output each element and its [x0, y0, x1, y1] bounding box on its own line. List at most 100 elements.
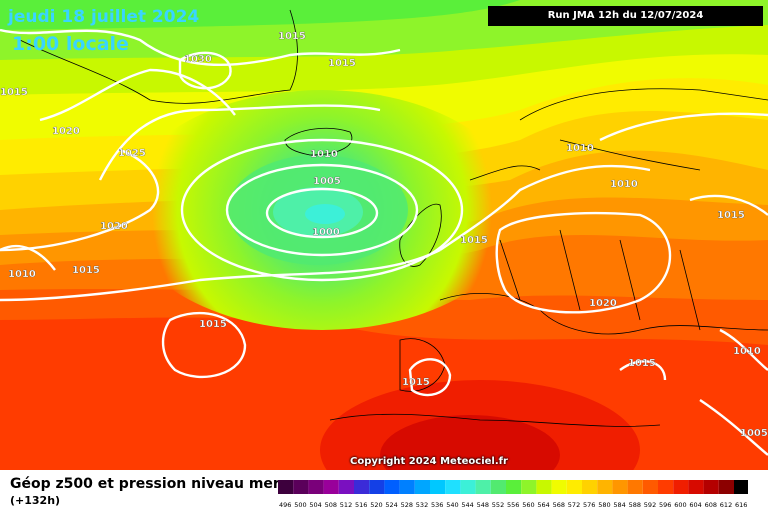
legend-swatch	[384, 480, 400, 494]
legend-label: 616	[735, 501, 747, 509]
legend-swatch	[673, 480, 689, 494]
legend-swatch	[703, 480, 719, 494]
legend-swatch	[688, 480, 704, 494]
isobar-label: 1015	[402, 377, 430, 388]
isobar-1015-atlantic	[161, 312, 247, 378]
legend-label: 500	[294, 501, 306, 509]
europe-south-coast	[439, 293, 768, 335]
legend-swatch	[445, 480, 461, 494]
legend-canvas: 496 500 504 508 512 516 520 524 528 532 536 540 544 5…	[278, 480, 750, 509]
legend-label: 596	[659, 501, 671, 509]
legend-label: 564	[537, 501, 549, 509]
isobar-label: 1015	[460, 235, 488, 246]
legend-label: 520	[370, 501, 382, 509]
africa-coast	[329, 413, 661, 427]
legend-label: 528	[401, 501, 413, 509]
legend-label: 572	[568, 501, 580, 509]
isobar-label: 1030	[184, 54, 212, 65]
isobar-1010-scandinavia	[599, 112, 768, 142]
isobar-lines	[0, 28, 768, 456]
legend-label: 504	[309, 501, 321, 509]
field-band-556	[0, 0, 520, 30]
legend-label: 516	[355, 501, 367, 509]
isobar-label: 1020	[52, 126, 80, 137]
legend-swatch	[414, 480, 430, 494]
legend-swatch	[642, 480, 658, 494]
legend-swatch	[718, 480, 734, 494]
legend-label: 612	[720, 501, 732, 509]
forecast-time: 1:00 locale	[12, 33, 129, 55]
legend-swatch	[475, 480, 491, 494]
legend-label: 600	[674, 501, 686, 509]
isobar-label: 1015	[328, 58, 356, 69]
legend-swatch	[354, 480, 370, 494]
isobar-label: 1005	[740, 428, 768, 439]
isobar-label: 1010	[733, 346, 761, 357]
legend-swatch	[551, 480, 567, 494]
legend-label: 604	[689, 501, 701, 509]
isobar-label: 1010	[310, 149, 338, 160]
legend-label: 548	[477, 501, 489, 509]
isobar-label: 1015	[72, 265, 100, 276]
isobar-1030	[178, 51, 232, 90]
legend-swatch	[293, 480, 309, 494]
legend-label: 560	[522, 501, 534, 509]
legend-swatch	[399, 480, 415, 494]
map-canvas: 1015 1015 1030 1015 1020 1025 1010 1005 …	[0, 0, 768, 470]
isobar-1015-north	[0, 28, 401, 66]
copyright: Copyright 2024 Meteociel.fr	[350, 456, 508, 467]
weather-map: 1015 1015 1030 1015 1020 1025 1010 1005 …	[0, 0, 768, 470]
isobar-1005-southeast	[699, 399, 768, 456]
legend-label: 524	[385, 501, 397, 509]
isobar-label: 1010	[8, 269, 36, 280]
isobar-1010-ring	[180, 138, 464, 282]
isobar-label: 1010	[610, 179, 638, 190]
isobar-label: 1000	[312, 227, 340, 238]
greenland-coast	[19, 9, 298, 104]
legend-swatch	[506, 480, 522, 494]
legend-swatch	[490, 480, 506, 494]
isobar-label: 1015	[0, 87, 28, 98]
map-title: Géop z500 et pression niveau mer	[10, 476, 280, 492]
field-high-608	[380, 415, 560, 470]
isobar-label: 1015	[278, 31, 306, 42]
legend-swatch	[627, 480, 643, 494]
isobar-1015-east	[689, 194, 768, 216]
legend-label: 584	[613, 501, 625, 509]
isobar-label: 1015	[628, 358, 656, 369]
isobar-label: 1005	[313, 176, 341, 187]
legend-swatch	[612, 480, 628, 494]
isobar-1015-west	[0, 248, 441, 302]
legend-label: 568	[553, 501, 565, 509]
country-borders	[499, 229, 701, 331]
legend-label: 608	[705, 501, 717, 509]
legend-swatch	[658, 480, 674, 494]
legend-swatch	[338, 480, 354, 494]
forecast-date: jeudi 18 juillet 2024	[8, 7, 200, 27]
legend-label: 552	[492, 501, 504, 509]
legend-label: 512	[340, 501, 352, 509]
legend-swatch	[323, 480, 339, 494]
legend-label: 556	[507, 501, 519, 509]
legend-label: 576	[583, 501, 595, 509]
legend-label: 508	[325, 501, 337, 509]
legend-label: 592	[644, 501, 656, 509]
isobar-1015-balkans	[619, 360, 667, 381]
legend-swatch	[521, 480, 537, 494]
isobar-1015-iberia	[408, 358, 452, 397]
legend-swatch	[582, 480, 598, 494]
legend-swatch	[734, 480, 750, 494]
isobar-labels: 1015 1015 1030 1015 1020 1025 1010 1005 …	[0, 31, 768, 439]
isobar-label: 1020	[589, 298, 617, 309]
legend-swatch	[308, 480, 324, 494]
legend-label: 536	[431, 501, 443, 509]
legend-swatch	[278, 480, 294, 494]
isobar-1010-east	[719, 328, 768, 371]
legend-label: 580	[598, 501, 610, 509]
isobar-1020-west	[0, 148, 160, 252]
isobar-label: 1020	[100, 221, 128, 232]
legend-label: 496	[279, 501, 291, 509]
iceland-coast	[284, 127, 353, 156]
legend-label: 588	[629, 501, 641, 509]
isobar-label: 1015	[717, 210, 745, 221]
